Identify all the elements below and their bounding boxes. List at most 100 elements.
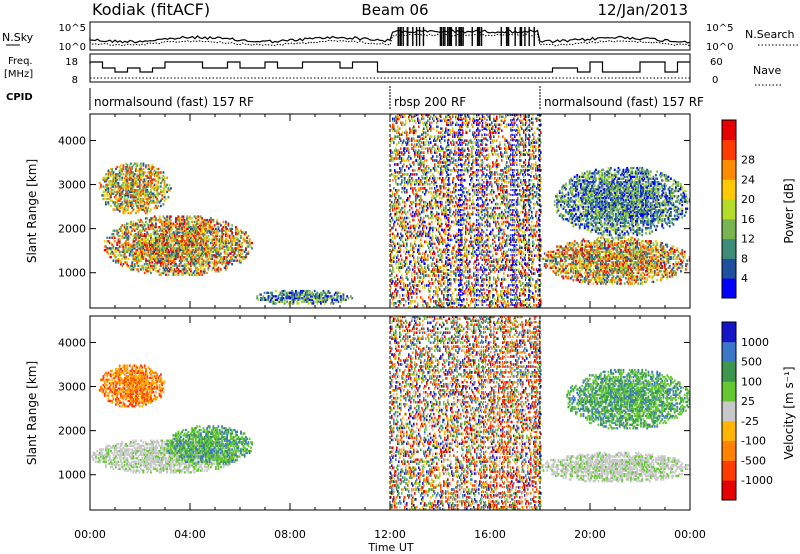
heatmap-cell	[402, 298, 404, 301]
heatmap-cell	[148, 240, 151, 243]
heatmap-cell	[422, 183, 424, 186]
heatmap-cell	[439, 270, 441, 273]
heatmap-cell	[195, 263, 197, 266]
heatmap-cell	[393, 270, 395, 273]
heatmap-cell	[131, 250, 134, 254]
heatmap-cell	[161, 252, 164, 255]
heatmap-cell	[432, 228, 434, 232]
heatmap-cell	[399, 210, 401, 214]
heatmap-cell	[197, 268, 200, 271]
heatmap-cell	[125, 240, 127, 243]
heatmap-cell	[398, 262, 400, 265]
heatmap-cell	[217, 250, 220, 254]
heatmap-cell	[326, 298, 329, 302]
heatmap-cell	[422, 129, 424, 132]
heatmap-cell	[180, 217, 182, 220]
heatmap-cell	[422, 133, 424, 136]
heatmap-cell	[393, 125, 395, 129]
heatmap-cell	[437, 304, 439, 307]
heatmap-cell	[396, 189, 398, 192]
heatmap-cell	[417, 288, 419, 291]
heatmap-cell	[162, 231, 165, 234]
heatmap-cell	[138, 190, 141, 194]
heatmap-cell	[466, 286, 468, 289]
heatmap-cell	[424, 208, 426, 212]
heatmap-cell	[320, 293, 322, 296]
heatmap-cell	[163, 259, 166, 262]
heatmap-cell	[401, 236, 403, 240]
heatmap-cell	[412, 190, 414, 194]
heatmap-cell	[424, 187, 426, 190]
heatmap-cell	[180, 241, 182, 245]
heatmap-cell	[405, 129, 407, 132]
heatmap-cell	[409, 119, 411, 123]
heatmap-cell	[390, 194, 392, 198]
heatmap-cell	[424, 254, 426, 257]
heatmap-cell	[127, 241, 130, 245]
heatmap-cell	[188, 238, 191, 241]
heatmap-cell	[188, 226, 191, 229]
heatmap-cell	[205, 243, 207, 246]
heatmap-cell	[291, 302, 294, 305]
heatmap-cell	[105, 180, 107, 183]
heatmap-cell	[172, 273, 175, 276]
heatmap-cell	[449, 159, 451, 162]
heatmap-cell	[429, 183, 431, 186]
heatmap-cell	[399, 266, 401, 269]
heatmap-cell	[421, 181, 423, 184]
heatmap-cell	[212, 263, 215, 266]
heatmap-cell	[440, 282, 442, 285]
heatmap-cell	[192, 234, 195, 238]
heatmap-cell	[237, 240, 240, 243]
heatmap-cell	[126, 241, 129, 245]
heatmap-cell	[466, 121, 468, 125]
heatmap-cell	[146, 245, 149, 248]
heatmap-cell	[457, 204, 459, 208]
heatmap-cell	[163, 236, 166, 239]
heatmap-cell	[425, 200, 427, 204]
heatmap-cell	[127, 178, 130, 181]
heatmap-cell	[436, 288, 438, 291]
heatmap-cell	[335, 293, 337, 296]
heatmap-cell	[457, 220, 459, 224]
heatmap-cell	[392, 127, 394, 130]
heatmap-cell	[188, 250, 191, 254]
heatmap-cell	[163, 231, 166, 234]
heatmap-cell	[187, 240, 190, 243]
heatmap-cell	[415, 145, 417, 148]
heatmap-cell	[150, 254, 152, 257]
heatmap-cell	[168, 268, 171, 271]
heatmap-cell	[452, 127, 454, 130]
heatmap-cell	[213, 224, 216, 227]
heatmap-cell	[442, 177, 444, 180]
heatmap-cell	[409, 127, 411, 130]
heatmap-cell	[127, 231, 130, 234]
heatmap-cell	[152, 254, 155, 257]
heatmap-cell	[420, 244, 422, 248]
heatmap-cell	[213, 263, 216, 266]
heatmap-cell	[130, 220, 132, 224]
heatmap-cell	[440, 222, 442, 226]
heatmap-cell	[155, 231, 157, 234]
heatmap-cell	[393, 248, 395, 252]
heatmap-cell	[132, 194, 135, 197]
heatmap-cell	[442, 194, 444, 198]
heatmap-cell	[98, 187, 101, 190]
heatmap-cell	[120, 259, 122, 262]
heatmap-cell	[155, 204, 157, 208]
heatmap-cell	[170, 222, 172, 225]
heatmap-cell	[400, 254, 402, 257]
heatmap-cell	[176, 217, 179, 220]
heatmap-cell	[417, 274, 419, 277]
heatmap-cell	[227, 248, 230, 252]
heatmap-cell	[449, 244, 451, 248]
heatmap-cell	[185, 252, 187, 255]
heatmap-cell	[132, 176, 135, 179]
heatmap-cell	[141, 206, 144, 209]
heatmap-cell	[450, 306, 452, 308]
heatmap-cell	[425, 268, 427, 271]
heatmap-cell	[423, 258, 425, 261]
heatmap-cell	[132, 250, 135, 254]
heatmap-cell	[446, 175, 448, 178]
heatmap-cell	[157, 270, 160, 273]
